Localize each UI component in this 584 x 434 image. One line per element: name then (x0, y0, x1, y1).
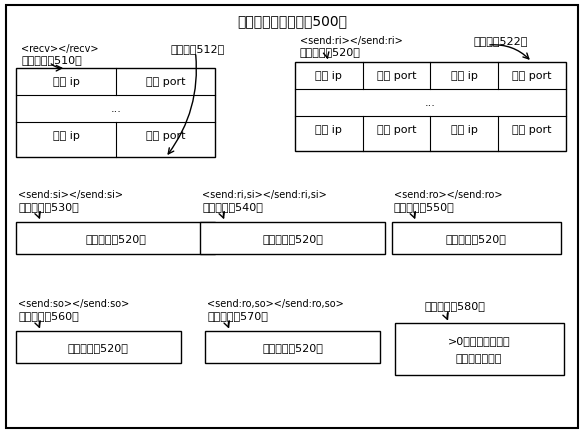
Text: <send:ri></send:ri>: <send:ri></send:ri> (300, 36, 403, 46)
Text: <send:ri,si></send:ri,si>: <send:ri,si></send:ri,si> (203, 190, 327, 200)
Text: 结构类同（520）: 结构类同（520） (85, 233, 146, 243)
Text: 本地 port: 本地 port (377, 71, 416, 81)
Text: <recv></recv>: <recv></recv> (21, 44, 99, 54)
Text: 接收配置（510）: 接收配置（510） (21, 55, 82, 65)
Text: 远程 ip: 远程 ip (451, 71, 478, 81)
Text: >0：自动更新周期: >0：自动更新周期 (448, 335, 510, 345)
Text: 结构类同（520）: 结构类同（520） (262, 342, 323, 352)
Bar (295, 63, 566, 152)
Text: ...: ... (425, 98, 436, 108)
Text: <send:so></send:so>: <send:so></send:so> (18, 299, 130, 309)
Text: 远程 port: 远程 port (512, 71, 552, 81)
Bar (391, 223, 561, 254)
Bar (16, 69, 215, 158)
Text: 传输配置内存映射（500）: 传输配置内存映射（500） (237, 14, 347, 28)
Text: 远程 port: 远程 port (512, 125, 552, 135)
Bar (16, 332, 180, 363)
Text: 发送配置（520）: 发送配置（520） (300, 47, 361, 57)
Text: 发送配置（530）: 发送配置（530） (18, 202, 79, 212)
Text: 配置项（512）: 配置项（512） (171, 44, 225, 54)
Text: 网序 ip: 网序 ip (53, 131, 79, 141)
Text: 发送周期（580）: 发送周期（580） (425, 301, 485, 311)
Text: 配置项（522）: 配置项（522） (473, 36, 527, 46)
Text: 本地 port: 本地 port (377, 125, 416, 135)
Text: 发送配置（550）: 发送配置（550） (394, 202, 454, 212)
Bar (16, 223, 215, 254)
Text: 网序 ip: 网序 ip (53, 77, 79, 87)
Text: <send:ro></send:ro>: <send:ro></send:ro> (394, 190, 502, 200)
Text: 本地 ip: 本地 ip (315, 71, 342, 81)
Text: 本地 ip: 本地 ip (315, 125, 342, 135)
Text: <send:ro,so></send:ro,so>: <send:ro,so></send:ro,so> (207, 299, 344, 309)
Bar (200, 223, 384, 254)
Text: 网序 port: 网序 port (146, 77, 185, 87)
Bar (395, 324, 564, 375)
Text: 发送配置（570）: 发送配置（570） (207, 311, 268, 321)
Text: 结构类同（520）: 结构类同（520） (262, 233, 323, 243)
Text: 否则：显式更新: 否则：显式更新 (456, 353, 502, 363)
Text: 发送配置（540）: 发送配置（540） (203, 202, 263, 212)
Text: <send:si></send:si>: <send:si></send:si> (18, 190, 123, 200)
Text: 远程 ip: 远程 ip (451, 125, 478, 135)
Text: ...: ... (110, 104, 121, 114)
Text: 结构类同（520）: 结构类同（520） (68, 342, 129, 352)
Text: 结构类同（520）: 结构类同（520） (446, 233, 506, 243)
Bar (206, 332, 380, 363)
Text: 发送配置（560）: 发送配置（560） (18, 311, 79, 321)
Text: 网序 port: 网序 port (146, 131, 185, 141)
